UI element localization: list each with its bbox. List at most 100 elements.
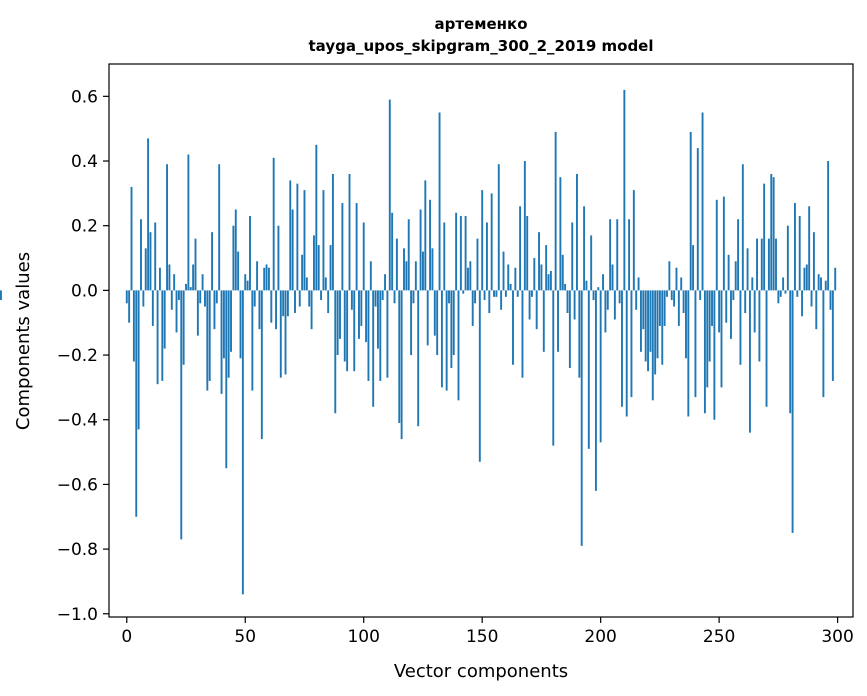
bar — [613, 290, 616, 320]
bar — [130, 186, 133, 291]
bar — [246, 280, 249, 291]
bar — [765, 290, 768, 407]
bar — [400, 290, 403, 440]
bar — [670, 290, 673, 301]
bar — [668, 261, 671, 291]
bar — [504, 290, 507, 297]
bar — [779, 290, 782, 297]
bar — [405, 261, 408, 291]
bar — [599, 290, 602, 443]
bar — [256, 261, 259, 291]
bar — [284, 290, 287, 375]
bar — [827, 161, 830, 291]
bar — [239, 290, 242, 359]
bar — [142, 290, 145, 307]
bar — [597, 287, 600, 291]
bar — [628, 219, 631, 291]
bar — [564, 283, 567, 291]
bar — [656, 290, 659, 359]
bar — [315, 144, 318, 291]
bar — [173, 274, 176, 291]
bar — [440, 290, 443, 388]
bar — [606, 290, 609, 310]
bar — [623, 89, 626, 291]
bar — [775, 238, 777, 291]
bar — [154, 222, 157, 291]
bar — [137, 290, 140, 430]
bar — [334, 290, 337, 414]
bar — [583, 206, 586, 291]
bar — [803, 267, 806, 291]
bar — [251, 290, 254, 391]
bar — [128, 290, 131, 323]
bar — [760, 238, 763, 291]
bar — [433, 290, 436, 336]
bar — [296, 183, 299, 291]
bar — [649, 290, 652, 352]
bar — [206, 290, 209, 391]
bar — [594, 290, 597, 491]
bar — [718, 290, 721, 333]
bar — [692, 245, 695, 291]
bar — [258, 290, 261, 330]
bar — [708, 290, 711, 362]
bar — [346, 290, 349, 372]
bar — [0, 290, 2, 301]
bar — [666, 290, 668, 297]
bar — [566, 290, 569, 314]
bar — [327, 290, 330, 314]
bar — [635, 290, 638, 310]
bar — [540, 264, 543, 291]
bar — [632, 190, 635, 291]
bar — [384, 274, 386, 291]
bar — [372, 290, 375, 407]
bar — [374, 290, 377, 307]
bar — [687, 290, 690, 417]
bar — [658, 290, 661, 326]
bar — [789, 290, 792, 414]
bar — [744, 290, 747, 314]
bar — [514, 267, 517, 291]
bar — [313, 235, 315, 291]
bar — [199, 290, 202, 304]
bar — [585, 280, 588, 291]
bar — [481, 190, 484, 291]
bar — [625, 290, 628, 417]
x-axis-ticks: 0 50 100 150 200 250 300 — [121, 617, 854, 647]
bar — [431, 248, 434, 291]
bar — [552, 290, 555, 446]
bar — [791, 290, 794, 533]
bar — [455, 212, 458, 291]
bar — [241, 290, 244, 595]
bar — [369, 261, 372, 291]
bar — [763, 183, 766, 291]
bar — [367, 290, 370, 381]
bar — [386, 290, 389, 378]
bar — [388, 99, 391, 291]
bar — [348, 173, 351, 291]
bar — [144, 248, 147, 291]
bar — [362, 222, 365, 291]
bar — [215, 290, 218, 304]
x-tick-label: 100 — [347, 627, 379, 647]
bar — [535, 290, 538, 330]
bar — [592, 290, 595, 301]
bar — [294, 290, 296, 314]
x-tick-label: 250 — [703, 627, 735, 647]
bar — [756, 238, 758, 291]
bars-group — [0, 89, 837, 595]
bar — [490, 193, 493, 291]
bar — [483, 290, 486, 301]
y-tick-label: 0.2 — [71, 217, 98, 237]
bar — [748, 290, 751, 433]
bar — [547, 274, 550, 291]
bar — [661, 290, 664, 365]
bar — [457, 290, 460, 401]
bar — [713, 290, 716, 420]
bar — [211, 232, 214, 291]
bar — [208, 290, 211, 381]
chart-subtitle: tayga_upos_skipgram_300_2_2019 model — [309, 37, 654, 55]
bar — [336, 290, 339, 356]
bar — [469, 261, 472, 291]
